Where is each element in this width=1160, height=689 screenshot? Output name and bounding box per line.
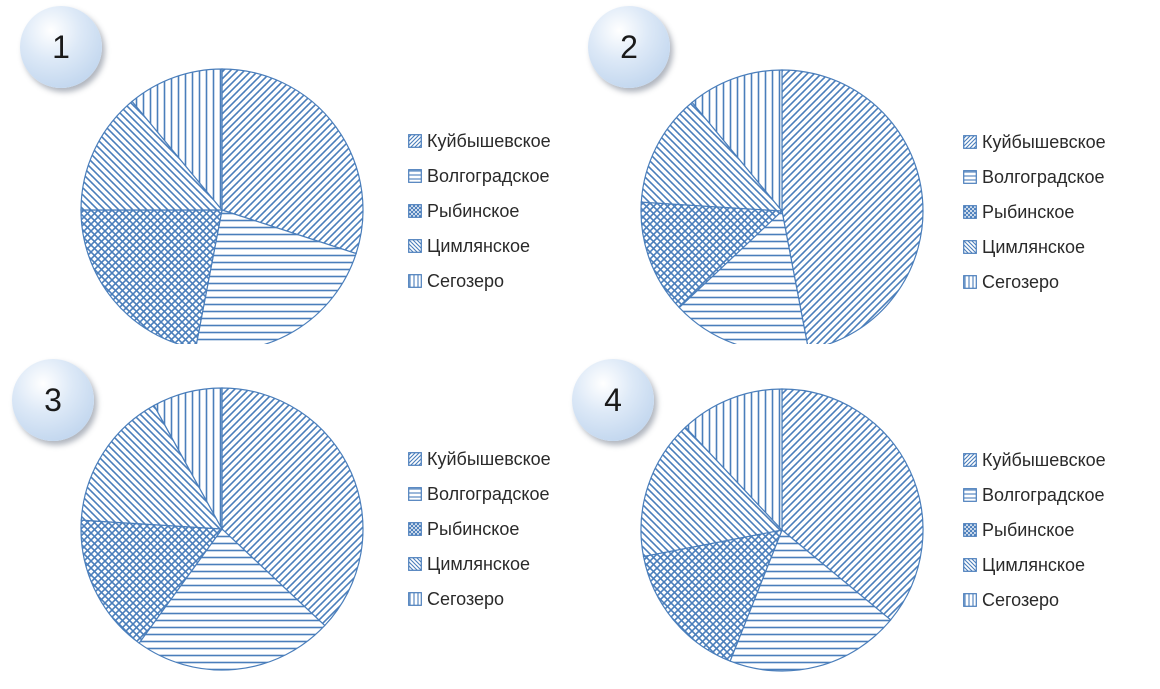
legend-label: Рыбинское (982, 519, 1075, 540)
legend-swatch-icon (408, 451, 422, 466)
legend-1: Куйбышевское Волгоградское Рыбинское Цимлян… (408, 123, 551, 298)
pie-chart-2 (640, 69, 924, 344)
legend-label: Куйбышевское (982, 131, 1106, 152)
legend-item: Волгоградское (963, 477, 1106, 512)
legend-swatch-icon (408, 556, 422, 571)
legend-item: Куйбышевское (963, 442, 1106, 477)
pie-slice-1-1 (221, 68, 364, 255)
legend-item: Рыбинское (963, 194, 1106, 229)
legend-label: Цимлянское (982, 236, 1086, 257)
pie-slice-4-1 (781, 388, 924, 621)
chart-number-badge-1: 1 (20, 6, 102, 88)
legend-swatch-icon (408, 238, 422, 253)
legend-item: Волгоградское (408, 158, 551, 193)
pie-slice-2-5 (691, 69, 783, 213)
legend-item: Куйбышевское (963, 124, 1106, 159)
chart-number-badge-2: 2 (588, 6, 670, 88)
legend-label: Сегозеро (427, 588, 505, 609)
pie-chart-3 (80, 387, 364, 671)
chart-panel-4: 4 Куйбышевское Волгоградское Рыбинское Цимл… (572, 344, 1160, 688)
legend-label: Куйбышевское (427, 130, 551, 151)
legend-swatch-icon (963, 169, 977, 184)
legend-swatch-icon (963, 134, 977, 149)
legend-label: Волгоградское (427, 483, 550, 504)
legend-item: Цимлянское (963, 229, 1106, 264)
pie-slice-2-2 (678, 209, 808, 344)
legend-swatch-icon (963, 592, 977, 607)
legend-4: Куйбышевское Волгоградское Рыбинское Цимлян… (963, 442, 1106, 617)
pie-slice-4-5 (684, 388, 783, 532)
legend-swatch-icon (408, 273, 422, 288)
pie-slice-1-5 (131, 68, 223, 212)
pie-slice-4-2 (729, 529, 892, 672)
legend-item: Волгоградское (408, 476, 551, 511)
legend-item: Цимлянское (408, 228, 551, 263)
pie-slice-1-3 (80, 209, 223, 344)
pie-slice-1-4 (80, 100, 224, 211)
legend-label: Куйбышевское (982, 449, 1106, 470)
legend-label: Куйбышевское (427, 448, 551, 469)
legend-swatch-icon (963, 274, 977, 289)
legend-3: Куйбышевское Волгоградское Рыбинское Цимлян… (408, 441, 551, 616)
legend-label: Цимлянское (982, 554, 1086, 575)
pie-chart-1 (80, 68, 364, 344)
legend-label: Сегозеро (982, 271, 1060, 292)
legend-item: Сегозеро (963, 582, 1106, 617)
pie-slice-1-2 (195, 209, 357, 344)
legend-item: Сегозеро (408, 581, 551, 616)
legend-swatch-icon (408, 521, 422, 536)
legend-item: Куйбышевское (408, 441, 551, 476)
legend-swatch-icon (963, 204, 977, 219)
legend-2: Куйбышевское Волгоградское Рыбинское Цимлян… (963, 124, 1106, 299)
legend-item: Сегозеро (408, 263, 551, 298)
legend-item: Цимлянское (963, 547, 1106, 582)
legend-label: Цимлянское (427, 235, 531, 256)
chart-number-badge-4: 4 (572, 359, 654, 441)
legend-swatch-icon (963, 557, 977, 572)
pie-slice-3-1 (221, 387, 364, 627)
pie-slice-2-1 (781, 69, 924, 344)
legend-label: Рыбинское (982, 201, 1075, 222)
legend-label: Рыбинское (427, 200, 520, 221)
legend-swatch-icon (963, 239, 977, 254)
pie-slice-3-5 (153, 387, 223, 530)
chart-panel-2: 2 Куйбышевское Волгоградское Рыбинское Цимл… (580, 0, 1160, 344)
pie-slice-3-4 (80, 404, 224, 530)
pie-slice-4-3 (642, 529, 783, 662)
legend-swatch-icon (408, 168, 422, 183)
legend-item: Куйбышевское (408, 123, 551, 158)
chart-number-badge-3: 3 (12, 359, 94, 441)
legend-label: Сегозеро (982, 589, 1060, 610)
chart-panel-3: 3 Куйбышевское Волгоградское Рыбинское Цимл… (0, 344, 580, 688)
legend-item: Рыбинское (408, 193, 551, 228)
pie-slice-3-3 (80, 519, 224, 644)
legend-label: Рыбинское (427, 518, 520, 539)
legend-swatch-icon (408, 591, 422, 606)
legend-label: Волгоградское (982, 166, 1105, 187)
legend-swatch-icon (963, 487, 977, 502)
legend-item: Цимлянское (408, 546, 551, 581)
legend-label: Цимлянское (427, 553, 531, 574)
pie-slice-2-4 (640, 101, 784, 212)
pie-slice-3-2 (138, 528, 326, 671)
legend-swatch-icon (408, 133, 422, 148)
legend-label: Волгоградское (427, 165, 550, 186)
pie-chart-4 (640, 388, 924, 672)
legend-item: Рыбинское (963, 512, 1106, 547)
legend-item: Сегозеро (963, 264, 1106, 299)
pie-slice-2-3 (640, 201, 784, 309)
legend-swatch-icon (963, 522, 977, 537)
pie-slice-4-4 (640, 426, 784, 558)
legend-item: Волгоградское (963, 159, 1106, 194)
legend-swatch-icon (408, 203, 422, 218)
legend-label: Сегозеро (427, 270, 505, 291)
legend-swatch-icon (408, 486, 422, 501)
legend-label: Волгоградское (982, 484, 1105, 505)
chart-panel-1: 1 Куйбышевское Волгоградское Рыбинское Цимл… (0, 0, 580, 344)
legend-swatch-icon (963, 452, 977, 467)
legend-item: Рыбинское (408, 511, 551, 546)
